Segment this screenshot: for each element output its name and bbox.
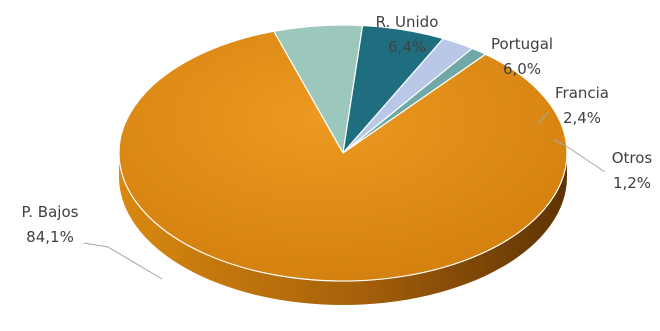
slice-value-francia: 2,4% (563, 109, 601, 127)
slice-side-p-bajos (119, 153, 567, 305)
leader-line-p-bajos (83, 242, 163, 280)
slice-p-bajos (118, 30, 568, 282)
slice-label-portugal: Portugal (491, 35, 553, 53)
slice-value-p-bajos: 84,1% (26, 228, 74, 246)
slice-label-p-bajos: P. Bajos (22, 203, 79, 221)
pie-slices (118, 24, 568, 282)
pie-depth (119, 153, 567, 305)
leader-lines (83, 111, 606, 280)
leader-line-francia (537, 111, 549, 125)
slice-value-portugal: 6,0% (503, 60, 541, 78)
leader-line-otros (553, 139, 606, 173)
slice-label-otros: Otros (612, 149, 653, 167)
slice-labels: R. Unido 6,4% Portugal 6,0% Francia 2,4% Otros… (22, 13, 653, 246)
slice-label-francia: Francia (555, 84, 609, 102)
slice-value-r-unido: 6,4% (388, 38, 426, 56)
slice-value-otros: 1,2% (613, 174, 651, 192)
slice-label-r-unido: R. Unido (376, 13, 439, 31)
